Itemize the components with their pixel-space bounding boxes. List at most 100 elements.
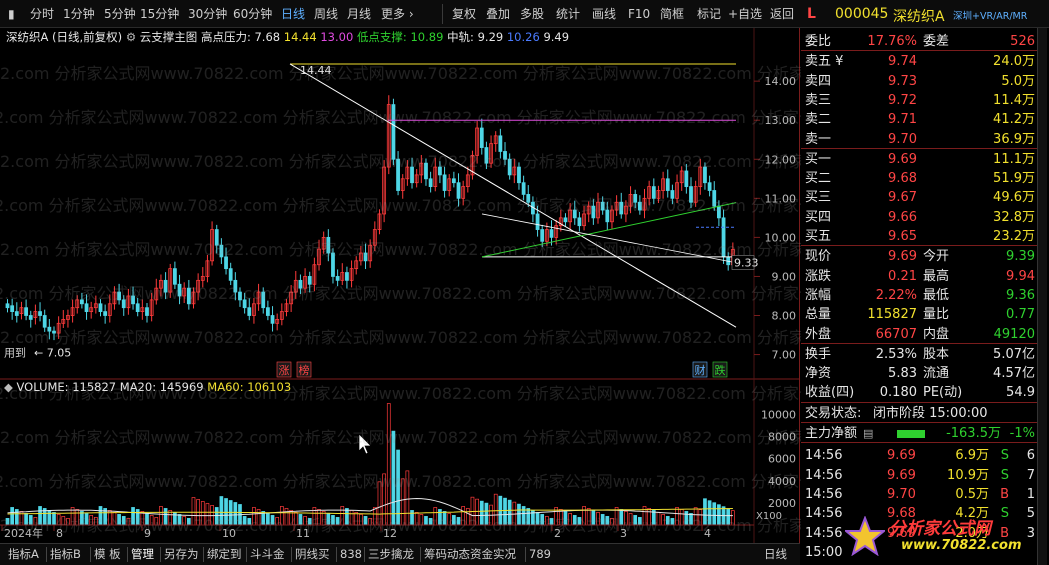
volume-bar	[675, 507, 679, 526]
event-marker[interactable]	[276, 361, 292, 378]
indicator-tab-2[interactable]: 模 板	[94, 547, 121, 561]
candle-body	[717, 205, 721, 219]
candlestick-series[interactable]	[5, 95, 735, 341]
volume-toggle-icon[interactable]: ◆	[4, 380, 13, 394]
main-flow-menu-icon[interactable]: ▤	[863, 427, 874, 440]
indicator-tab-8[interactable]: 838	[340, 547, 362, 561]
volume-bar	[284, 508, 289, 526]
volume-bar	[345, 508, 349, 526]
volume-bar	[219, 496, 224, 526]
candle-body	[372, 229, 377, 246]
candle-body	[340, 272, 345, 281]
candle-body	[159, 279, 163, 289]
tool-5-button[interactable]: F10	[628, 7, 651, 21]
period-5-button[interactable]: 60分钟	[233, 7, 273, 21]
finance-value: 4.57亿	[993, 366, 1035, 382]
candle-body	[498, 135, 503, 152]
indicator-tab-1[interactable]: 指标B	[50, 547, 81, 561]
kline-chart-svg[interactable]: 14.00 13.00 12.00 11.00 10.00 9.00 8.00 7.00 14.…	[0, 28, 800, 543]
indicator-tab-7[interactable]: 阴线买	[295, 547, 330, 561]
tool-1-button[interactable]: 叠加	[486, 7, 511, 21]
volume-bar	[661, 514, 665, 526]
stock-code: 000045	[835, 6, 889, 22]
quote-panel-scrollbar[interactable]	[1037, 28, 1047, 565]
formula-gear-icon[interactable]: ⚙	[125, 30, 137, 44]
tool-7-button[interactable]: 标记	[697, 7, 722, 21]
indicator-tab-4[interactable]: 另存为	[164, 547, 199, 561]
high-pressure-value-3: 13.00	[320, 30, 354, 44]
tool-8-button[interactable]: +自选	[728, 7, 763, 21]
indicator-tab-3[interactable]: 管理	[131, 547, 154, 561]
volume-bar	[56, 514, 61, 526]
stat-label: 涨跌	[805, 268, 832, 284]
candle-body	[549, 229, 554, 238]
logo-title: 分析家公式网	[889, 519, 991, 539]
quote-divider	[801, 422, 1037, 423]
volume-bar	[391, 430, 396, 526]
tool-3-button[interactable]: 统计	[556, 7, 581, 21]
period-8-button[interactable]: 月线	[347, 7, 372, 21]
tick-price: 9.69	[887, 467, 916, 483]
indicator-tab-6[interactable]: 斗斗金	[250, 547, 285, 561]
volume-bar	[521, 506, 526, 526]
period-indicator-label[interactable]: 日线	[764, 547, 787, 561]
date-label: 8	[56, 527, 63, 540]
candle-body	[317, 248, 321, 266]
indicator-tab-5[interactable]: 绑定到	[207, 547, 242, 561]
tick-price: 9.69	[887, 525, 916, 541]
volume-bar	[205, 503, 210, 526]
candle-body	[707, 182, 712, 191]
tick-time: 15:00	[805, 544, 843, 560]
volume-bar	[52, 512, 56, 526]
tool-9-button[interactable]: 返回	[770, 7, 795, 21]
period-9-button[interactable]: 更多 ›	[381, 7, 414, 21]
event-marker[interactable]	[712, 361, 728, 378]
period-6-button[interactable]: 日线	[281, 7, 306, 21]
candle-body	[38, 311, 42, 316]
buy-row: 买四 9.66 32.8万	[801, 208, 1037, 227]
volume-bar	[98, 506, 103, 526]
event-marker[interactable]	[296, 361, 312, 378]
quote-divider	[801, 401, 1037, 403]
volume-bar	[382, 473, 386, 526]
candle-body	[424, 162, 428, 180]
period-4-button[interactable]: 30分钟	[188, 7, 228, 21]
volume-bar	[349, 510, 354, 526]
finance-label: 收益(四)	[805, 385, 855, 401]
candle-body	[503, 151, 507, 160]
volume-bar	[275, 517, 280, 526]
period-0-button[interactable]: 分时	[30, 7, 55, 21]
order-ratio-row: 委比 17.76% 委差 526	[801, 32, 1037, 51]
weicha-value: 526	[1010, 34, 1035, 49]
indicator-tab-9[interactable]: 三步擒龙	[368, 547, 414, 561]
tool-4-button[interactable]: 画线	[592, 7, 617, 21]
tool-6-button[interactable]: 简框	[660, 7, 685, 21]
tool-2-button[interactable]: 多股	[520, 7, 545, 21]
kline-chart-area[interactable]: 14.00 13.00 12.00 11.00 10.00 9.00 8.00 7.00 14.…	[0, 28, 837, 543]
formula-name[interactable]: 云支撑主图	[139, 30, 198, 44]
volume-bar	[400, 478, 405, 526]
candle-body	[451, 178, 456, 184]
stock-tags[interactable]: 深圳+VR/AR/MR	[953, 11, 1028, 22]
indicator-tab-11[interactable]: 789	[529, 547, 551, 561]
tab-divider	[203, 547, 204, 562]
toolbar-menu-icon[interactable]: ▮	[8, 7, 15, 21]
volume-bar	[135, 509, 140, 526]
candle-body	[651, 186, 656, 199]
candle-body	[368, 244, 373, 262]
indicator-tab-10[interactable]: 筹码动态资金实况	[424, 547, 516, 561]
period-2-button[interactable]: 5分钟	[104, 7, 136, 21]
event-marker[interactable]	[692, 361, 708, 378]
period-7-button[interactable]: 周线	[314, 7, 339, 21]
period-1-button[interactable]: 1分钟	[63, 7, 95, 21]
indicator-tab-0[interactable]: 指标A	[8, 547, 39, 561]
indicator-header: 深纺织A (日线,前复权) ⚙ 云支撑主图 高点压力: 7.68 14.44 1…	[6, 28, 569, 46]
candle-body	[121, 299, 126, 309]
tool-0-button[interactable]: 复权	[452, 7, 477, 21]
period-3-button[interactable]: 15分钟	[140, 7, 180, 21]
candle-body	[544, 229, 549, 242]
candle-body	[712, 190, 717, 207]
candle-body	[391, 104, 396, 160]
price-tick-label: 10.00	[765, 231, 797, 244]
volume-bar	[582, 506, 586, 526]
